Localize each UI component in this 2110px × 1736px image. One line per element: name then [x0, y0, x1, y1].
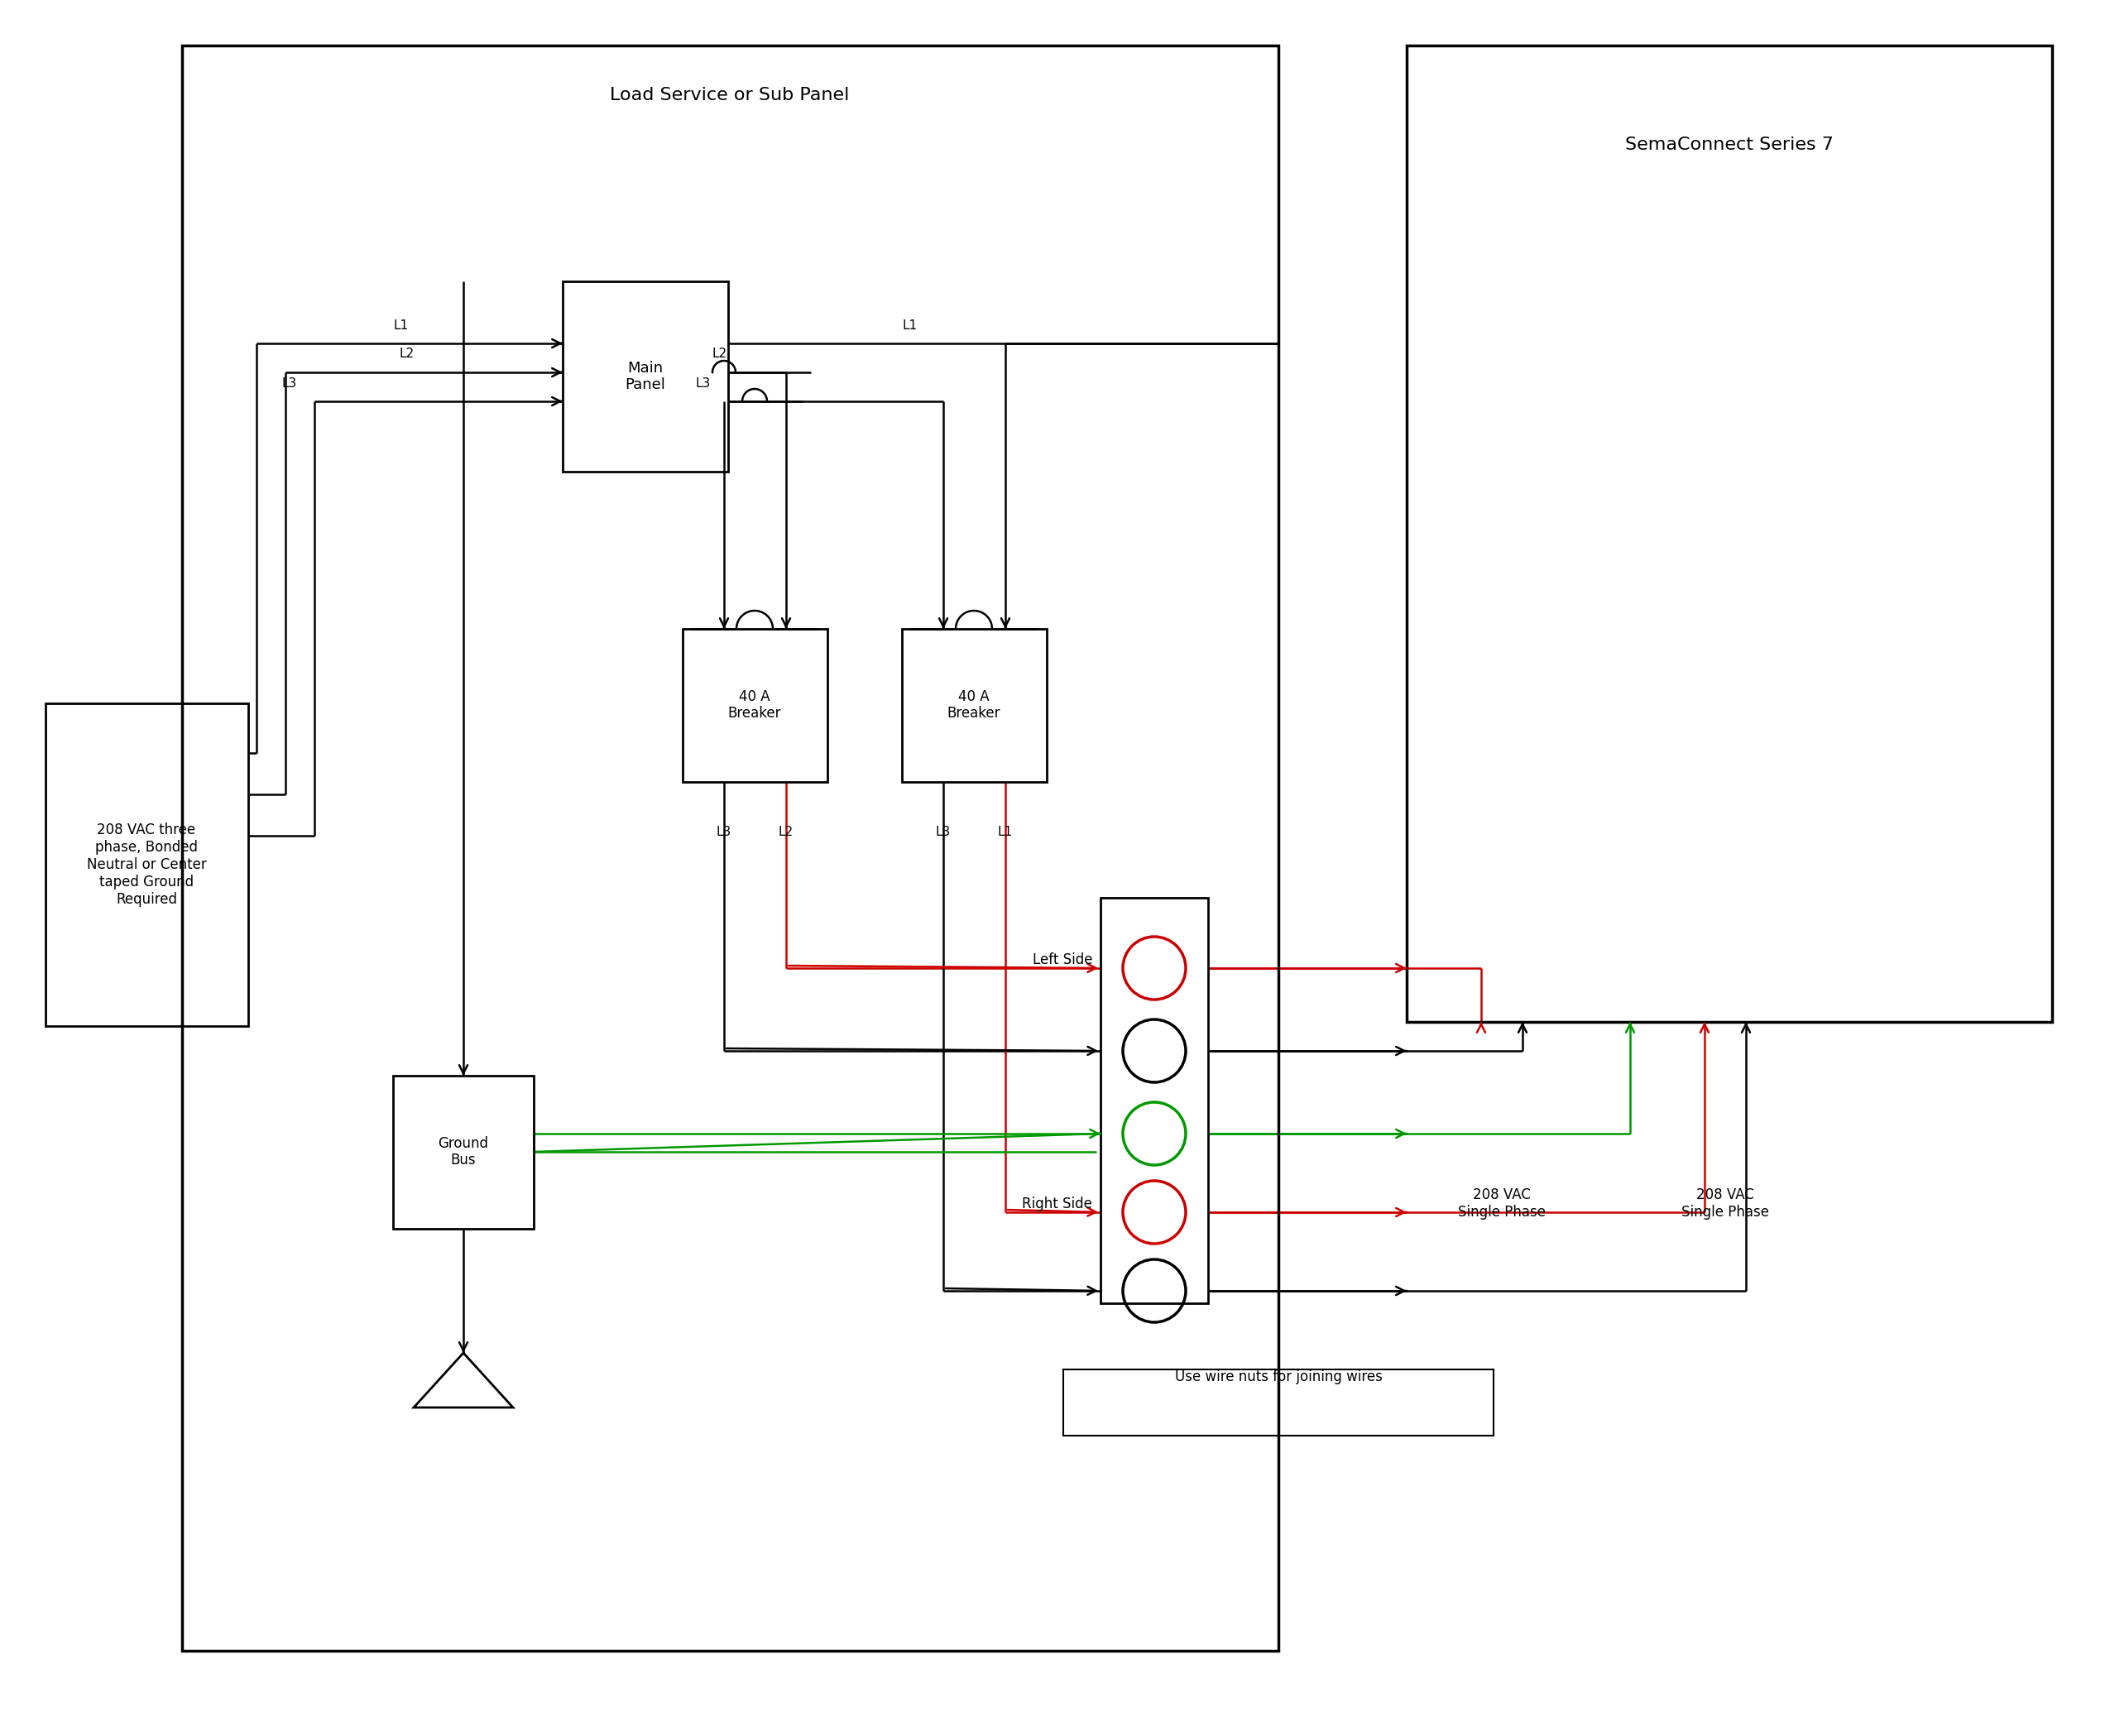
Text: Right Side: Right Side [1021, 1196, 1093, 1212]
Text: Load Service or Sub Panel: Load Service or Sub Panel [610, 87, 850, 104]
Text: L2: L2 [779, 825, 793, 838]
Text: 208 VAC
Single Phase: 208 VAC Single Phase [1682, 1187, 1768, 1219]
Text: 40 A
Breaker: 40 A Breaker [947, 689, 1000, 720]
Bar [901, 628, 1047, 781]
Bar [1101, 898, 1209, 1304]
Text: 40 A
Breaker: 40 A Breaker [728, 689, 781, 720]
Text: Ground
Bus: Ground Bus [439, 1135, 490, 1168]
Text: L3: L3 [283, 377, 298, 389]
Text: L1: L1 [998, 825, 1013, 838]
Bar [46, 703, 249, 1026]
Bar [684, 628, 827, 781]
Bar [563, 281, 728, 472]
Text: L2: L2 [399, 347, 414, 361]
Text: L3: L3 [935, 825, 952, 838]
Text: SemaConnect Series 7: SemaConnect Series 7 [1625, 137, 1834, 153]
Text: L1: L1 [903, 319, 918, 332]
Text: L3: L3 [717, 825, 732, 838]
Text: 208 VAC three
phase, Bonded
Neutral or Center
taped Ground
Required: 208 VAC three phase, Bonded Neutral or C… [87, 823, 207, 906]
Bar [392, 1076, 534, 1229]
Text: L1: L1 [395, 319, 409, 332]
Text: Main
Panel: Main Panel [625, 361, 665, 392]
Bar [1407, 45, 2053, 1023]
Text: 208 VAC
Single Phase: 208 VAC Single Phase [1458, 1187, 1547, 1219]
Bar [1063, 1370, 1494, 1436]
Text: L3: L3 [696, 377, 711, 389]
Text: Left Side: Left Side [1032, 953, 1093, 967]
Text: L2: L2 [713, 347, 728, 361]
Bar [181, 45, 1279, 1651]
Text: Use wire nuts for joining wires: Use wire nuts for joining wires [1175, 1370, 1382, 1384]
